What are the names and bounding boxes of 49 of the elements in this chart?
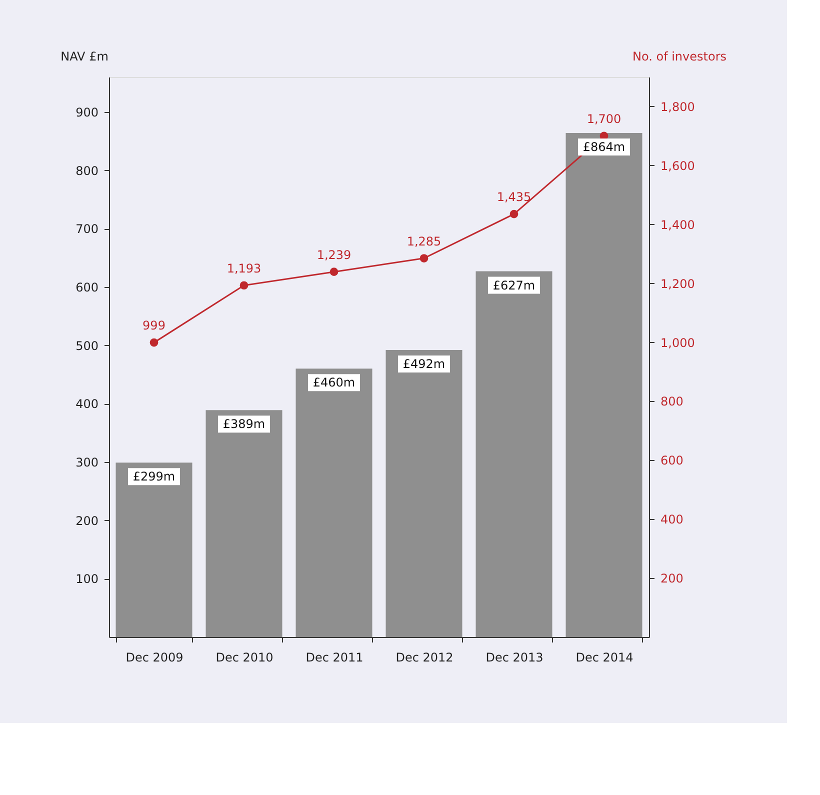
y-tick-label: 100 bbox=[76, 572, 98, 586]
data-label: 1,700 bbox=[586, 112, 622, 126]
x-tick-label: Dec 2014 bbox=[576, 650, 634, 664]
y-tick-label: 600 bbox=[76, 280, 98, 294]
y2-tick-label: 1,800 bbox=[660, 100, 695, 114]
bar bbox=[566, 133, 642, 637]
data-label: 1,435 bbox=[496, 190, 532, 204]
bar bbox=[206, 410, 282, 637]
y-tick-label: 700 bbox=[76, 222, 98, 236]
data-label: £299m bbox=[132, 470, 176, 484]
point bbox=[330, 268, 338, 276]
y2-tick-label: 200 bbox=[660, 572, 684, 586]
y-axis-title: NAV £m bbox=[60, 50, 108, 64]
data-label: £389m bbox=[222, 417, 266, 432]
y-tick-label: 400 bbox=[76, 397, 98, 412]
y2-tick-label: 400 bbox=[660, 512, 684, 527]
bar bbox=[476, 271, 552, 637]
y-tick-label: 200 bbox=[76, 514, 98, 528]
bar bbox=[296, 368, 372, 637]
data-label: £864m bbox=[582, 140, 626, 154]
x-tick-label: Dec 2012 bbox=[396, 650, 454, 664]
y2-tick-label: 800 bbox=[660, 394, 684, 409]
x-tick-label: Dec 2011 bbox=[306, 650, 364, 664]
y2-tick-label: 1,600 bbox=[660, 158, 695, 173]
y2-tick-label: 1,200 bbox=[660, 276, 695, 291]
data-label: £627m bbox=[492, 278, 536, 292]
y-tick-label: 500 bbox=[76, 338, 98, 353]
y-tick-label: 900 bbox=[76, 106, 98, 120]
y2-axis-title: No. of investors bbox=[632, 50, 727, 64]
data-label: £460m bbox=[312, 376, 356, 390]
x-tick-label: Dec 2013 bbox=[486, 650, 544, 664]
data-label: 999 bbox=[142, 318, 166, 333]
y-tick-label: 800 bbox=[76, 164, 98, 178]
y2-tick-label: 600 bbox=[660, 454, 684, 468]
x-tick-label: Dec 2009 bbox=[126, 650, 184, 664]
bar bbox=[116, 462, 192, 637]
y2-tick-label: 1,400 bbox=[660, 218, 695, 232]
data-label: 1,193 bbox=[226, 261, 262, 276]
data-label: 1,239 bbox=[316, 248, 352, 262]
point bbox=[510, 210, 518, 218]
x-tick-label: Dec 2010 bbox=[216, 650, 274, 664]
point bbox=[420, 254, 428, 262]
data-label: £492m bbox=[402, 357, 446, 371]
point bbox=[240, 281, 248, 290]
data-label: 1,285 bbox=[406, 234, 442, 248]
y2-tick-label: 1,000 bbox=[660, 336, 695, 350]
bar bbox=[386, 350, 462, 637]
point bbox=[150, 338, 158, 347]
y-tick-label: 300 bbox=[76, 456, 98, 470]
